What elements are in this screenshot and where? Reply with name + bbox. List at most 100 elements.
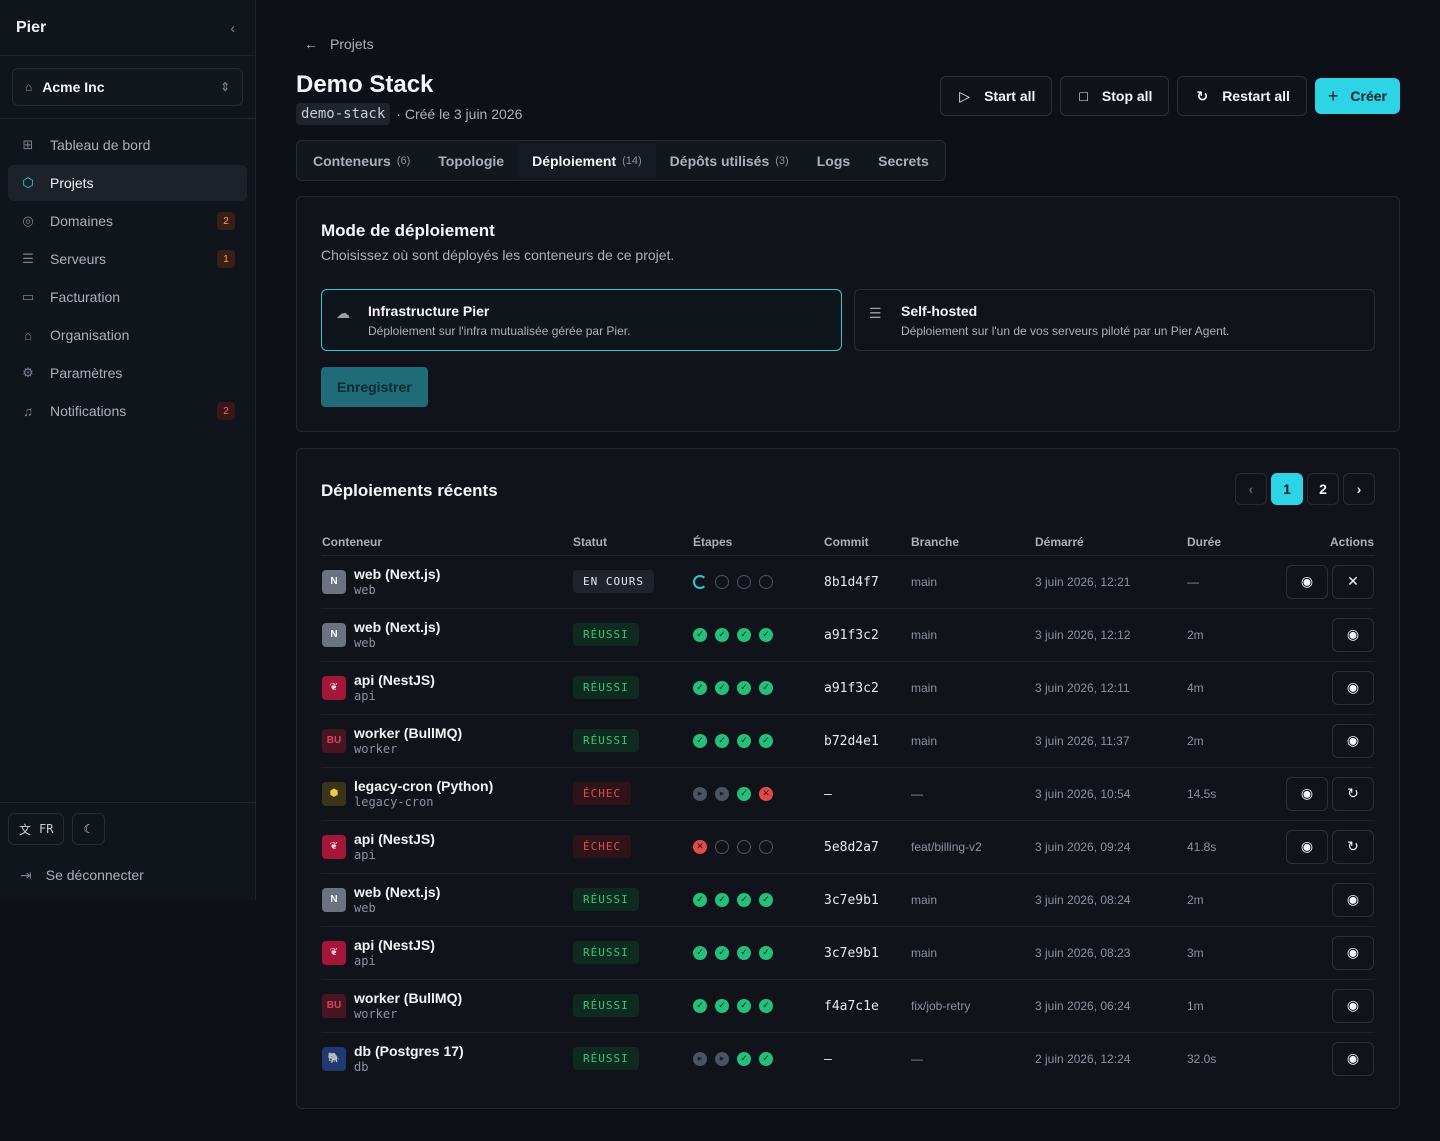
collapse-sidebar-icon[interactable]: ‹ xyxy=(230,19,235,36)
cell-started: 3 juin 2026, 09:24 xyxy=(1034,820,1186,874)
sidebar-item-notifications[interactable]: ♫ Notifications 2 xyxy=(8,393,247,429)
cell-actions: ◉ xyxy=(1278,661,1375,715)
server-icon: ☰ xyxy=(869,305,882,321)
cell-actions: ◉ xyxy=(1278,873,1375,927)
view-button[interactable]: ◉ xyxy=(1332,935,1374,970)
restart-all-button[interactable]: ↻ Restart all xyxy=(1177,76,1307,116)
container-avatar: ❦ xyxy=(322,834,346,859)
sidebar-item-domaines[interactable]: ◎ Domaines 2 xyxy=(8,203,247,239)
cell-commit: 3c7e9b1 xyxy=(823,873,910,927)
cell-commit: 3c7e9b1 xyxy=(823,926,910,980)
table-row[interactable]: 🐘 db (Postgres 17) db RÉUSSI ▸ ▸ ✓ ✓ – — 2 juin 20… xyxy=(321,1032,1375,1085)
eye-icon: ◉ xyxy=(1346,891,1360,907)
cell-started: 3 juin 2026, 12:12 xyxy=(1034,608,1186,662)
start-all-button[interactable]: ▷ Start all xyxy=(940,76,1053,116)
cell-actions: ◉ xyxy=(1278,979,1375,1033)
step-ok-icon: ✓ xyxy=(737,1051,751,1066)
page-title: Demo Stack xyxy=(296,71,434,98)
view-button[interactable]: ◉ xyxy=(1286,829,1328,864)
cell-actions: ◉ xyxy=(1278,1032,1375,1085)
tab-secrets[interactable]: Secrets xyxy=(864,143,943,178)
retry-button[interactable]: ↻ xyxy=(1332,829,1374,864)
option-self-hosted[interactable]: ☰ Self-hosted Déploiement sur l'un de vos… xyxy=(854,289,1375,351)
card-icon: ▭ xyxy=(21,289,35,304)
cell-duration: 3m xyxy=(1186,926,1278,980)
tab-logs[interactable]: Logs xyxy=(803,143,864,178)
option-pier-infra[interactable]: ☁ Infrastructure Pier Déploiement sur l'i… xyxy=(321,289,842,351)
table-row[interactable]: BU worker (BullMQ) worker RÉUSSI ✓ ✓ ✓ ✓ f4a7c1e… xyxy=(321,979,1375,1033)
table-row[interactable]: ❦ api (NestJS) api RÉUSSI ✓ ✓ ✓ ✓ 3c7e9b1 main 3 j… xyxy=(321,926,1375,980)
eye-icon: ◉ xyxy=(1300,785,1314,801)
theme-toggle[interactable]: ☾ xyxy=(72,813,106,845)
sidebar-item-serveurs[interactable]: ☰ Serveurs 1 xyxy=(8,241,247,277)
view-button[interactable]: ◉ xyxy=(1332,988,1374,1023)
cell-actions: ◉ ↻ xyxy=(1278,820,1375,874)
next-page-button[interactable]: › xyxy=(1343,473,1375,505)
sidebar-item-organisation[interactable]: ⌂ Organisation xyxy=(8,317,247,353)
logout-button[interactable]: ⇥ Se déconnecter xyxy=(8,859,247,891)
table-row[interactable]: ❦ api (NestJS) api ÉCHEC ✕ 5e8d2a7 feat/billin… xyxy=(321,820,1375,874)
created-date: · Créé le 3 juin 2026 xyxy=(396,106,523,122)
option-title: Self-hosted xyxy=(901,303,978,319)
play-icon: ▷ xyxy=(959,87,971,104)
cell-duration: — xyxy=(1186,555,1278,609)
cell-commit: – xyxy=(823,1032,910,1085)
page-2-button[interactable]: 2 xyxy=(1307,473,1339,505)
step-ok-icon: ✓ xyxy=(693,945,707,960)
started-at: 3 juin 2026, 11:37 xyxy=(1035,734,1130,748)
count-badge: 2 xyxy=(217,212,235,230)
table-row[interactable]: BU worker (BullMQ) worker RÉUSSI ✓ ✓ ✓ ✓ b72d4e1… xyxy=(321,714,1375,768)
org-switcher[interactable]: ⌂ Acme Inc ⇕ xyxy=(12,68,243,106)
cell-steps: ✕ xyxy=(692,820,823,874)
step-ok-icon: ✓ xyxy=(715,627,729,642)
view-button[interactable]: ◉ xyxy=(1332,617,1374,652)
eye-icon: ◉ xyxy=(1346,997,1360,1013)
building-icon: ⌂ xyxy=(25,80,33,94)
sidebar-item-label: Tableau de bord xyxy=(50,137,151,153)
view-button[interactable]: ◉ xyxy=(1286,564,1328,599)
view-button[interactable]: ◉ xyxy=(1332,723,1374,758)
prev-page-button[interactable]: ‹ xyxy=(1235,473,1267,505)
tab-deploiement[interactable]: Déploiement (14) xyxy=(518,143,656,178)
step-ko-icon: ✕ xyxy=(759,786,773,801)
tab-topologie[interactable]: Topologie xyxy=(424,143,518,178)
container-avatar: N xyxy=(322,569,346,594)
container-name: web (Next.js) xyxy=(354,884,441,900)
view-button[interactable]: ◉ xyxy=(1332,670,1374,705)
view-button[interactable]: ◉ xyxy=(1332,1041,1374,1076)
create-button[interactable]: + Créer xyxy=(1314,78,1400,114)
start-all-label: Start all xyxy=(984,88,1036,104)
tab-depots-utilises[interactable]: Dépôts utilisés (3) xyxy=(656,143,803,178)
app-logo: Pier xyxy=(16,18,47,36)
sidebar-item-tableau-de-bord[interactable]: ⊞ Tableau de bord xyxy=(8,127,247,163)
table-row[interactable]: ⬢ legacy-cron (Python) legacy-cron ÉCHEC ▸ ▸ ✓… xyxy=(321,767,1375,821)
container-name: api (NestJS) xyxy=(354,937,435,953)
retry-button[interactable]: ↻ xyxy=(1332,776,1374,811)
cell-started: 3 juin 2026, 08:23 xyxy=(1034,926,1186,980)
container-name: api (NestJS) xyxy=(354,831,435,847)
sidebar-item-param-tres[interactable]: ⚙ Paramètres xyxy=(8,355,247,391)
cell-commit: b72d4e1 xyxy=(823,714,910,768)
branch-name: fix/job-retry xyxy=(911,999,971,1013)
stop-all-button[interactable]: □ Stop all xyxy=(1060,76,1170,116)
page-1-button[interactable]: 1 xyxy=(1271,473,1303,505)
table-row[interactable]: ❦ api (NestJS) api RÉUSSI ✓ ✓ ✓ ✓ a91f3c2 main 3 j… xyxy=(321,661,1375,715)
sidebar-item-projets[interactable]: ⬡ Projets xyxy=(8,165,247,201)
eye-icon: ◉ xyxy=(1346,1050,1360,1067)
breadcrumb[interactable]: ← Projets xyxy=(304,36,374,52)
cancel-button[interactable]: ✕ xyxy=(1332,564,1374,599)
tab-conteneurs[interactable]: Conteneurs (6) xyxy=(299,143,424,178)
language-button[interactable]: 文 FR xyxy=(8,813,65,845)
plus-icon: + xyxy=(1327,85,1339,106)
view-button[interactable]: ◉ xyxy=(1332,882,1374,917)
commit-hash: b72d4e1 xyxy=(824,733,879,749)
save-button[interactable]: Enregistrer xyxy=(321,367,428,407)
cell-started: 3 juin 2026, 11:37 xyxy=(1034,714,1186,768)
step-ok-icon: ✓ xyxy=(759,680,773,695)
sidebar-item-facturation[interactable]: ▭ Facturation xyxy=(8,279,247,315)
building-icon: ⌂ xyxy=(24,327,32,343)
view-button[interactable]: ◉ xyxy=(1286,776,1328,811)
